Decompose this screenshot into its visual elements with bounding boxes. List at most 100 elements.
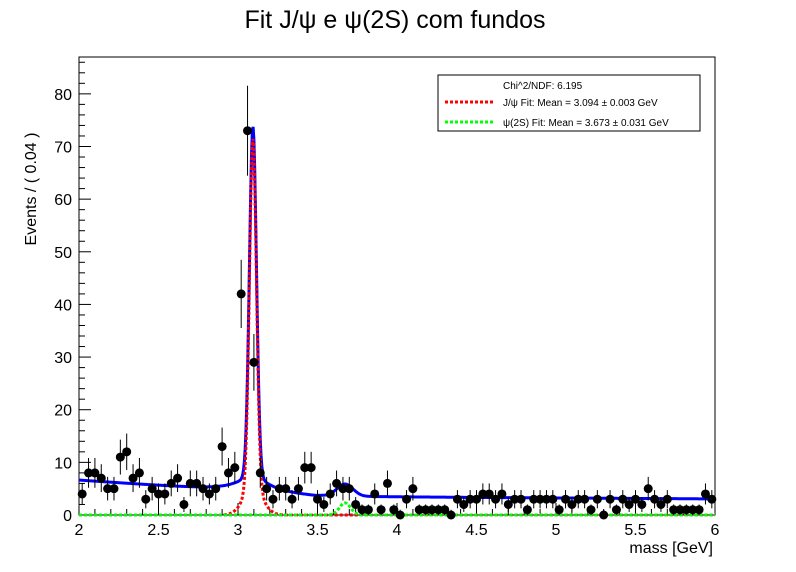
data-marker	[198, 484, 208, 494]
x-tick-label: 3	[234, 522, 243, 539]
x-tick-label: 6	[711, 522, 720, 539]
data-point	[592, 490, 602, 509]
data-marker	[516, 494, 526, 504]
data-marker	[376, 505, 386, 515]
data-marker	[268, 494, 278, 504]
data-point	[554, 504, 564, 515]
data-point	[522, 504, 532, 515]
data-marker	[154, 489, 163, 499]
data-points	[77, 85, 717, 520]
data-marker	[90, 468, 100, 478]
data-marker	[414, 505, 424, 515]
data-marker	[338, 484, 348, 494]
y-tick-label: 0	[63, 508, 72, 525]
data-marker	[529, 494, 539, 504]
data-marker	[179, 499, 189, 509]
data-point	[166, 470, 176, 497]
data-point	[465, 490, 475, 509]
data-marker	[700, 489, 710, 499]
data-point	[198, 476, 208, 501]
data-marker	[306, 463, 316, 473]
data-point	[707, 490, 717, 509]
data-point	[611, 504, 621, 515]
data-point	[402, 490, 412, 509]
data-point	[243, 85, 253, 176]
data-marker	[472, 494, 481, 504]
data-marker	[274, 484, 284, 494]
data-point	[446, 509, 456, 520]
data-point	[408, 476, 418, 501]
y-tick-label: 40	[54, 297, 72, 314]
x-tick-label: 5	[552, 522, 561, 539]
data-marker	[599, 510, 609, 520]
data-marker	[223, 468, 233, 478]
y-tick-label: 60	[54, 192, 72, 209]
data-point	[217, 427, 227, 466]
data-point	[268, 490, 278, 509]
data-marker	[637, 499, 647, 509]
data-point	[567, 497, 577, 512]
x-tick-label: 4	[393, 522, 402, 539]
data-marker	[255, 468, 265, 478]
data-point	[580, 490, 590, 509]
data-marker	[440, 505, 450, 515]
data-point	[103, 476, 113, 501]
data-point	[548, 490, 558, 509]
data-point	[491, 490, 501, 509]
data-point	[395, 509, 405, 520]
data-point	[656, 497, 666, 512]
data-marker	[662, 494, 672, 504]
x-tick-label: 2	[75, 522, 84, 539]
data-point	[605, 490, 615, 509]
data-point	[115, 439, 125, 475]
data-point	[96, 464, 106, 493]
x-tick-label: 4.5	[465, 522, 487, 539]
chart-title: Fit J/ψ e ψ(2S) com fundos	[244, 6, 545, 34]
data-marker	[446, 510, 456, 520]
data-point	[255, 457, 265, 488]
x-tick-label: 5.5	[624, 522, 646, 539]
data-marker	[535, 494, 545, 504]
data-point	[700, 483, 710, 505]
data-point	[472, 490, 481, 509]
data-marker	[459, 499, 469, 509]
data-marker	[503, 499, 513, 509]
data-marker	[211, 484, 221, 494]
x-axis-label: mass [GeV]	[629, 540, 713, 557]
data-point	[624, 497, 634, 512]
data-marker	[262, 484, 272, 494]
data-point	[287, 490, 297, 509]
data-marker	[281, 484, 291, 494]
plot-area	[78, 56, 716, 516]
data-marker	[631, 494, 640, 504]
data-point	[643, 476, 653, 501]
data-marker	[465, 494, 475, 504]
data-point	[306, 451, 316, 484]
data-marker	[109, 484, 119, 494]
data-point	[281, 476, 291, 501]
data-marker	[675, 505, 685, 515]
data-marker	[185, 478, 195, 488]
data-marker	[561, 494, 571, 504]
data-point	[230, 451, 240, 484]
data-marker	[650, 494, 660, 504]
data-point	[440, 504, 450, 515]
data-point	[452, 490, 462, 509]
data-marker	[554, 505, 564, 515]
data-point	[478, 483, 488, 505]
data-marker	[478, 489, 488, 499]
data-point	[351, 497, 361, 512]
data-point	[173, 464, 183, 493]
y-tick-label: 10	[54, 455, 72, 472]
data-point	[637, 497, 647, 512]
data-marker	[300, 463, 310, 473]
data-marker	[669, 505, 679, 515]
data-marker	[147, 484, 157, 494]
data-marker	[624, 499, 634, 509]
plot-frame	[78, 56, 716, 516]
data-point	[236, 259, 246, 329]
data-marker	[96, 473, 106, 483]
data-marker	[293, 484, 303, 494]
y-tick-label: 50	[54, 245, 72, 262]
